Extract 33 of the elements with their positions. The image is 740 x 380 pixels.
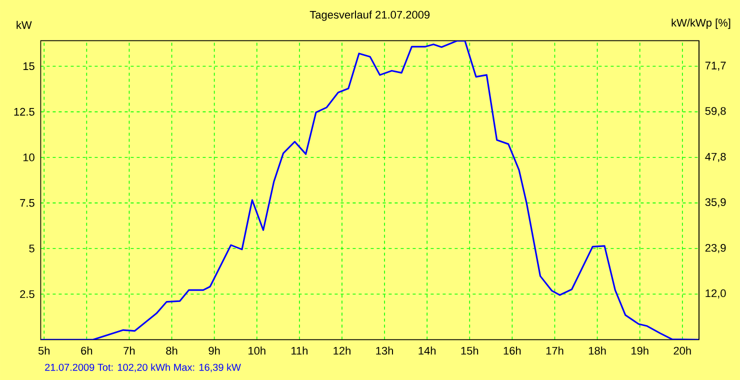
x-tick-label: 5h: [38, 346, 50, 355]
x-tick-label: 12h: [334, 346, 350, 355]
x-tick-label: 18h: [588, 346, 606, 355]
y-tick-label: 12.5: [14, 108, 34, 116]
x-tick-label: 15h: [461, 346, 478, 355]
x-tick-label: 14h: [418, 346, 436, 355]
y2-tick-label: 23,9: [705, 244, 726, 254]
line-series: [40, 40, 699, 340]
y2-tick-label: 71,7: [705, 62, 726, 71]
x-tick-label: 8h: [166, 346, 178, 355]
x-tick-label: 11h: [291, 346, 308, 355]
y-tick-label: 5: [29, 244, 34, 252]
x-tick-label: 20h: [674, 346, 691, 355]
x-tick-label: 17h: [546, 346, 564, 355]
x-tick-label: 10h: [248, 346, 266, 355]
y-tick-label: 10: [23, 153, 34, 162]
y2-axis-title: kW/kWp [%]: [672, 18, 730, 29]
y-tick-label: 2.5: [20, 290, 34, 298]
x-tick-label: 13h: [376, 346, 393, 355]
x-tick-label: 6h: [81, 346, 92, 355]
y2-tick-label: 12,0: [706, 289, 726, 298]
x-tick-label: 7h: [124, 346, 135, 355]
y-tick-label: 15: [23, 62, 34, 70]
y-axis-title: kW: [16, 20, 32, 29]
y2-tick-label: 47,8: [705, 152, 726, 162]
y2-tick-label: 59,8: [705, 107, 726, 116]
x-tick-label: 9h: [208, 346, 220, 355]
chart-title: Tagesverlauf 21.07.2009: [310, 10, 430, 21]
x-tick-label: 19h: [632, 346, 648, 355]
y-tick-label: 7.5: [20, 199, 34, 207]
y2-tick-label: 35,9: [705, 198, 726, 208]
x-tick-label: 16h: [504, 346, 521, 355]
text: 21.07.2009 Tot: 102,20 kWh Max: 16,39 kW: [45, 364, 241, 372]
